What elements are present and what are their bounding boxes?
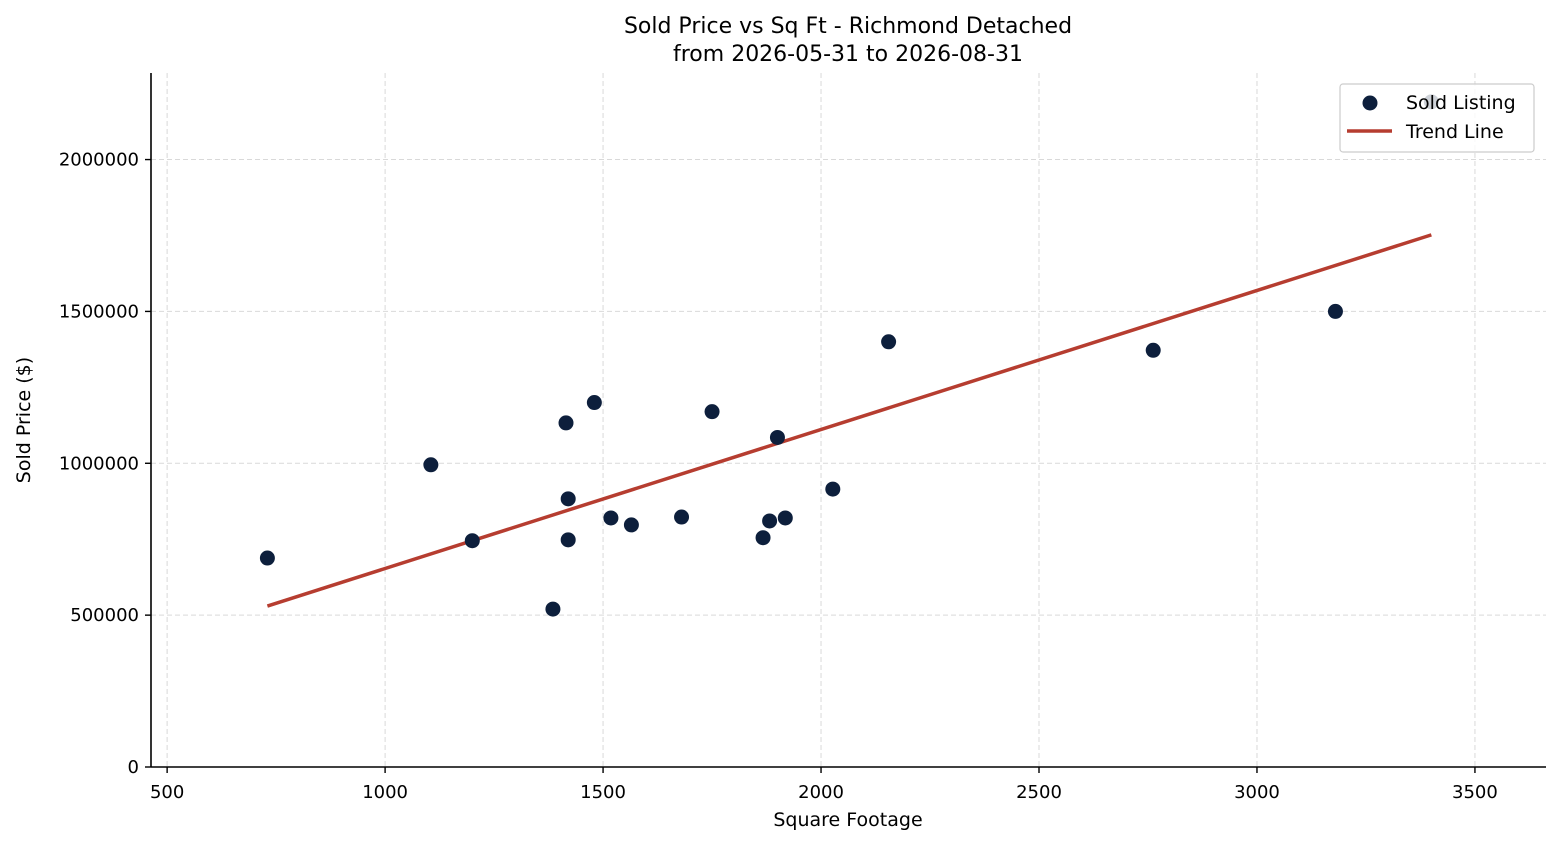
points-layer xyxy=(259,94,1439,617)
scatter-point xyxy=(423,457,439,473)
y-tick-label: 0 xyxy=(128,757,139,778)
legend: Sold Listing Trend Line xyxy=(1339,83,1535,153)
scatter-point xyxy=(259,550,275,566)
legend-label-trend-line: Trend Line xyxy=(1405,121,1504,143)
chart-title: Sold Price vs Sq Ft - Richmond Detached xyxy=(624,14,1072,39)
y-tick-label: 2000000 xyxy=(59,150,139,171)
legend-box xyxy=(1339,83,1535,153)
trend-line-layer xyxy=(266,233,1432,608)
scatter-point xyxy=(769,429,785,445)
scatter-point xyxy=(560,532,576,548)
scatter-point xyxy=(545,601,561,617)
scatter-point xyxy=(623,517,639,533)
scatter-point xyxy=(704,404,720,420)
scatter-point xyxy=(586,395,602,411)
legend-marker-sold-listing xyxy=(1362,95,1378,111)
grid xyxy=(151,73,1546,768)
x-tick-label: 1500 xyxy=(580,782,626,803)
x-tick-label: 2000 xyxy=(798,782,844,803)
scatter-point xyxy=(777,510,793,526)
scatter-point xyxy=(755,530,771,546)
y-tick-label: 500000 xyxy=(70,605,139,626)
scatter-point xyxy=(560,491,576,507)
x-tick-label: 2500 xyxy=(1016,782,1062,803)
scatter-point xyxy=(825,481,841,497)
x-tick-label: 500 xyxy=(150,782,184,803)
x-axis-label: Square Footage xyxy=(773,809,922,831)
scatter-point xyxy=(674,509,690,525)
scatter-point xyxy=(881,334,897,350)
scatter-point xyxy=(1327,303,1343,319)
chart-subtitle: from 2026-05-31 to 2026-08-31 xyxy=(673,42,1023,67)
x-ticks: 500 1000 1500 2000 2500 3000 3500 xyxy=(150,767,1498,803)
scatter-point xyxy=(558,415,574,431)
legend-label-sold-listing: Sold Listing xyxy=(1406,92,1516,114)
y-tick-label: 1000000 xyxy=(59,453,139,474)
scatter-point xyxy=(1145,342,1161,358)
scatter-point xyxy=(464,533,480,549)
scatter-point xyxy=(762,513,778,529)
y-ticks: 0 500000 1000000 1500000 2000000 xyxy=(59,150,151,778)
x-tick-label: 3500 xyxy=(1452,782,1498,803)
scatter-point xyxy=(603,510,619,526)
x-tick-label: 3000 xyxy=(1234,782,1280,803)
trend-line xyxy=(266,233,1432,608)
y-axis-label: Sold Price ($) xyxy=(13,357,35,483)
y-tick-label: 1500000 xyxy=(59,301,139,322)
x-tick-label: 1000 xyxy=(362,782,408,803)
